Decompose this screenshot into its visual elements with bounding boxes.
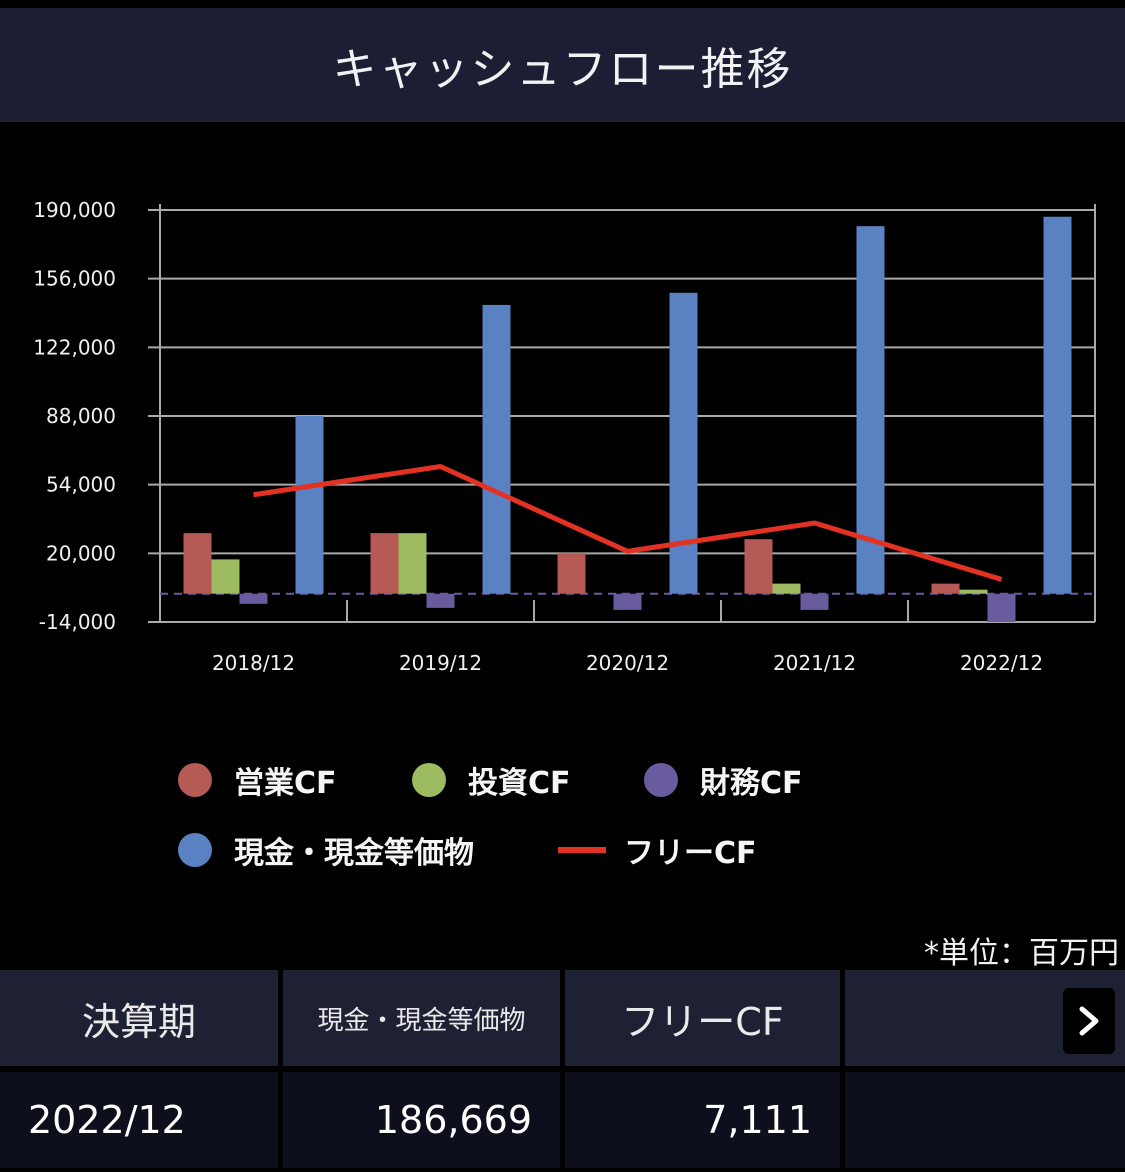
y-tick-label: 156,000 [33, 267, 116, 291]
legend-item-financing: 財務CF [644, 758, 803, 802]
x-tick-label: 2020/12 [586, 651, 669, 675]
free-cf-line [253, 463, 1003, 582]
bar-0 [744, 539, 773, 594]
x-tick-label: 2021/12 [773, 651, 856, 675]
y-tick-label: 20,000 [46, 541, 116, 565]
bar-2 [613, 593, 642, 610]
bar-0 [557, 553, 586, 594]
y-tick-label: -14,000 [39, 610, 116, 634]
bar-2 [239, 593, 268, 604]
legend-label: 現金・現金等価物 [234, 836, 474, 871]
x-tick-label: 2019/12 [399, 651, 482, 675]
legend-dot-icon [412, 763, 446, 797]
legend-label: 営業CF [234, 766, 337, 801]
bar-1 [211, 559, 240, 594]
bar-2 [426, 593, 455, 608]
bar-3 [856, 226, 885, 594]
table-header-cash: 現金・現金等価物 [283, 970, 560, 1066]
legend-label: フリーCF [624, 836, 757, 871]
unit-note: *単位：百万円 [924, 936, 1119, 971]
y-tick-label: 190,000 [33, 198, 116, 222]
x-tick-label: 2018/12 [212, 651, 295, 675]
cashflow-chart: 190,000 156,000 122,000 88,000 54,000 20,000 -… [33, 198, 1096, 675]
legend-item-investing: 投資CF [412, 758, 571, 802]
bar-1 [398, 533, 427, 594]
bar-0 [370, 533, 399, 594]
y-tick-label: 88,000 [46, 404, 116, 428]
bar-2 [987, 593, 1016, 622]
table-cell-period: 2022/12 [0, 1072, 278, 1168]
bar-0 [931, 583, 960, 594]
y-tick-label: 122,000 [33, 335, 116, 359]
table-header-free-cf: フリーCF [565, 970, 840, 1066]
bar-3 [482, 304, 511, 594]
legend-label: 投資CF [468, 766, 571, 801]
legend-dot-icon [644, 763, 678, 797]
chart-title: キャッシュフロー推移 [332, 44, 793, 95]
chevron-right-icon [1079, 1006, 1099, 1036]
bar-3 [1043, 216, 1072, 594]
chart-header: キャッシュフロー推移 [0, 8, 1125, 122]
bar-0 [183, 533, 212, 594]
y-tick-label: 54,000 [46, 473, 116, 497]
bar-3 [669, 292, 698, 594]
bar-1 [959, 589, 988, 594]
x-tick-label: 2022/12 [960, 651, 1043, 675]
table-cell-free-cf: 7,111 [565, 1072, 840, 1168]
table-header-period: 決算期 [0, 970, 278, 1066]
bar-2 [800, 593, 829, 610]
bar-3 [295, 416, 324, 594]
legend-label: 財務CF [700, 766, 803, 801]
legend-item-free-cf: フリーCF [558, 828, 757, 872]
bar-1 [772, 583, 801, 594]
legend-dot-icon [178, 833, 212, 867]
table-cell-extra [845, 1072, 1125, 1168]
table-cell-cash: 186,669 [283, 1072, 560, 1168]
next-column-button[interactable] [1063, 988, 1115, 1054]
legend-line-icon [558, 847, 606, 853]
legend-dot-icon [178, 763, 212, 797]
legend-item-cash: 現金・現金等価物 [178, 828, 474, 872]
legend-item-operating: 営業CF [178, 758, 337, 802]
